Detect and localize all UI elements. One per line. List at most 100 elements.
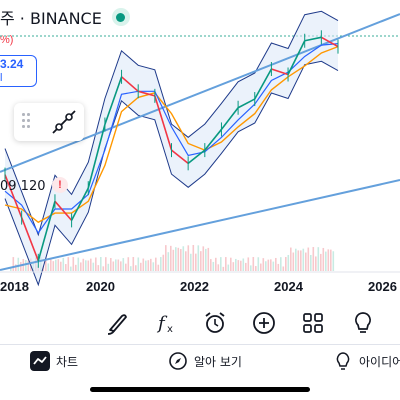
compass-icon [169,352,187,370]
volume-bar [105,257,107,271]
price-sub-label: l [0,72,3,84]
symbol-title[interactable]: 주 · BINANCE [0,9,102,28]
add-icon[interactable] [251,308,277,338]
volume-bar [27,260,30,271]
volume-bar [142,258,145,271]
volume-bar [157,264,160,271]
symbol-header[interactable]: 주 · BINANCE [0,6,130,28]
volume-bar [315,256,317,271]
volume-bar [115,259,117,271]
volume-bar [187,245,190,271]
trendline-tool-icon[interactable] [50,108,78,136]
volume-bar [205,248,207,271]
volume-bar [125,263,127,271]
volume-bar [120,261,122,271]
price-segment [154,95,173,151]
volume-bar [252,257,255,271]
price-segment [54,200,73,221]
volume-bar [195,253,197,271]
volume-bar [137,257,140,271]
volume-bar [287,254,290,271]
grid-icon[interactable] [300,308,326,338]
brush-icon[interactable] [104,308,130,338]
x-tick-label: 2022 [180,279,209,294]
lower-band-line [4,60,339,287]
volume-bar [25,260,27,271]
volume-bar [87,260,90,271]
volume-bar [77,257,80,271]
volume-bar [152,262,155,271]
volume-bar [75,264,77,271]
price-segment [304,36,322,42]
volume-bar [50,258,52,271]
volume-bar [150,258,152,271]
volume-bar [127,257,130,271]
volume-bar [262,258,265,271]
tab-ideas[interactable]: 아이디어 [333,348,400,374]
volume-bar [227,264,230,271]
volume-bar [230,257,232,271]
volume-bar [167,252,170,271]
volume-bar [57,259,60,271]
volume-bar [310,254,312,271]
volume-bar [185,251,187,271]
lightbulb-icon [336,352,350,370]
price-segment [104,76,123,125]
volume-bars [10,245,335,271]
volume-bar [65,264,67,271]
tab-explore[interactable]: 알아 보기 [168,348,242,374]
volume-bar [170,245,172,271]
market-open-icon [111,8,130,26]
channel-lower-line [0,179,400,271]
volume-bar [117,259,120,271]
volume-bar [207,247,210,271]
volume-bar [122,258,125,271]
volume-bar [285,257,287,271]
svg-text:x: x [167,324,173,335]
lightbulb-icon[interactable] [350,308,376,338]
function-icon[interactable]: f x [154,308,180,338]
drag-handle-icon[interactable] [22,113,32,131]
volume-bar [265,261,267,271]
volume-bar [270,259,272,271]
toolbar-divider [0,344,400,345]
volume-bar [177,247,180,271]
volume-bar [155,257,157,271]
volume-bar [215,257,217,271]
tab-chart[interactable]: 차트 [30,348,78,374]
volume-bar [275,257,277,271]
warning-icon[interactable]: ! [52,177,68,193]
volume-bar [250,265,252,271]
price-line [4,30,339,268]
volume-bar [10,267,12,271]
x-tick-label: 2024 [274,279,303,294]
volume-bar [85,260,87,271]
volume-bar [212,261,215,271]
drawing-toolbar[interactable] [14,103,84,141]
volume-bar [235,258,237,271]
volume-bar [162,254,165,271]
channel-upper-line [0,13,400,173]
price-segment [4,174,23,218]
volume-bar [302,248,305,271]
indicator-value: 09 120 [0,179,46,194]
price-segment [20,217,40,262]
volume-bar [305,252,307,271]
volume-bar [47,263,50,271]
volume-bar [325,251,327,271]
volume-bar [140,262,142,271]
price-badge[interactable] [0,55,37,87]
tab-label: 알아 보기 [194,354,242,369]
x-tick-label: 2020 [86,279,115,294]
volume-bar [290,247,292,271]
x-tick-label: 2026 [368,279,397,294]
price-segment [237,98,256,109]
volume-bar [277,263,280,271]
alarm-icon[interactable] [202,308,228,338]
volume-bar [222,266,225,271]
price-chart[interactable] [0,0,400,300]
volume-bar [300,250,302,271]
volume-bar [160,257,162,271]
volume-bar [297,250,300,271]
price-segment [187,149,206,164]
